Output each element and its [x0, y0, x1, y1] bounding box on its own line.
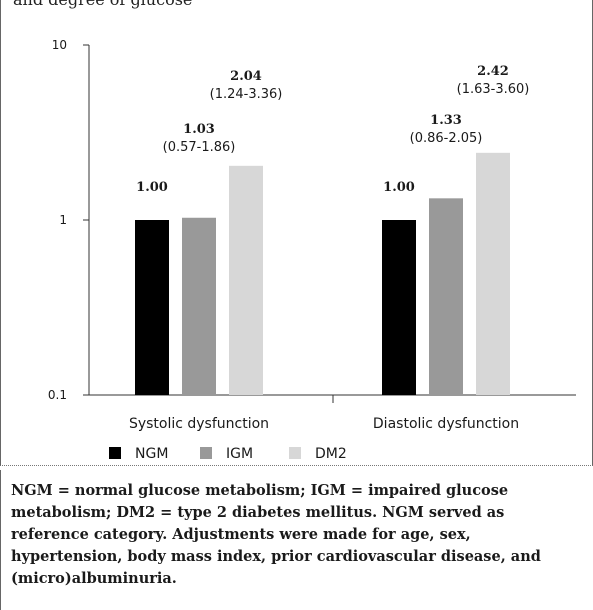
bar-ci-label: (1.24-3.36)	[210, 87, 283, 102]
bar	[229, 165, 263, 395]
legend-swatch	[109, 447, 121, 459]
bar	[182, 217, 216, 395]
y-tick-label: 10	[52, 38, 67, 52]
bar	[382, 220, 416, 395]
chart-frame: and degree of glucose 0.1 1 10 Systolic dys…	[0, 0, 593, 466]
x-category-label: Systolic dysfunction	[129, 416, 269, 432]
bar	[429, 198, 463, 395]
legend-label: DM2	[315, 446, 347, 462]
bar	[135, 220, 169, 395]
y-tick-label: 0.1	[48, 388, 67, 402]
bar-value-label: 2.42	[477, 64, 509, 79]
bar	[476, 152, 510, 395]
figure-footnote: NGM = normal glucose metabolism; IGM = i…	[0, 470, 593, 610]
legend-label: NGM	[135, 446, 168, 462]
legend-label: IGM	[226, 446, 253, 462]
y-tick-label: 1	[59, 213, 67, 227]
bar-ci-label: (1.63-3.60)	[457, 82, 530, 97]
x-category-label: Diastolic dysfunction	[373, 416, 519, 432]
bar-value-label: 1.03	[183, 122, 215, 137]
bar-value-label: 1.33	[430, 113, 462, 128]
bar-value-label: 2.04	[230, 69, 262, 84]
figure-caption: and degree of glucose	[13, 0, 192, 9]
bar-value-label: 1.00	[136, 180, 168, 195]
bar-chart: 0.1 1 10 Systolic dysfunction Diastolic dysf…	[48, 38, 576, 462]
legend-swatch	[289, 447, 301, 459]
bar-ci-label: (0.57-1.86)	[163, 140, 236, 155]
legend-swatch	[200, 447, 212, 459]
bar-ci-label: (0.86-2.05)	[410, 131, 483, 146]
bar-value-label: 1.00	[383, 180, 415, 195]
